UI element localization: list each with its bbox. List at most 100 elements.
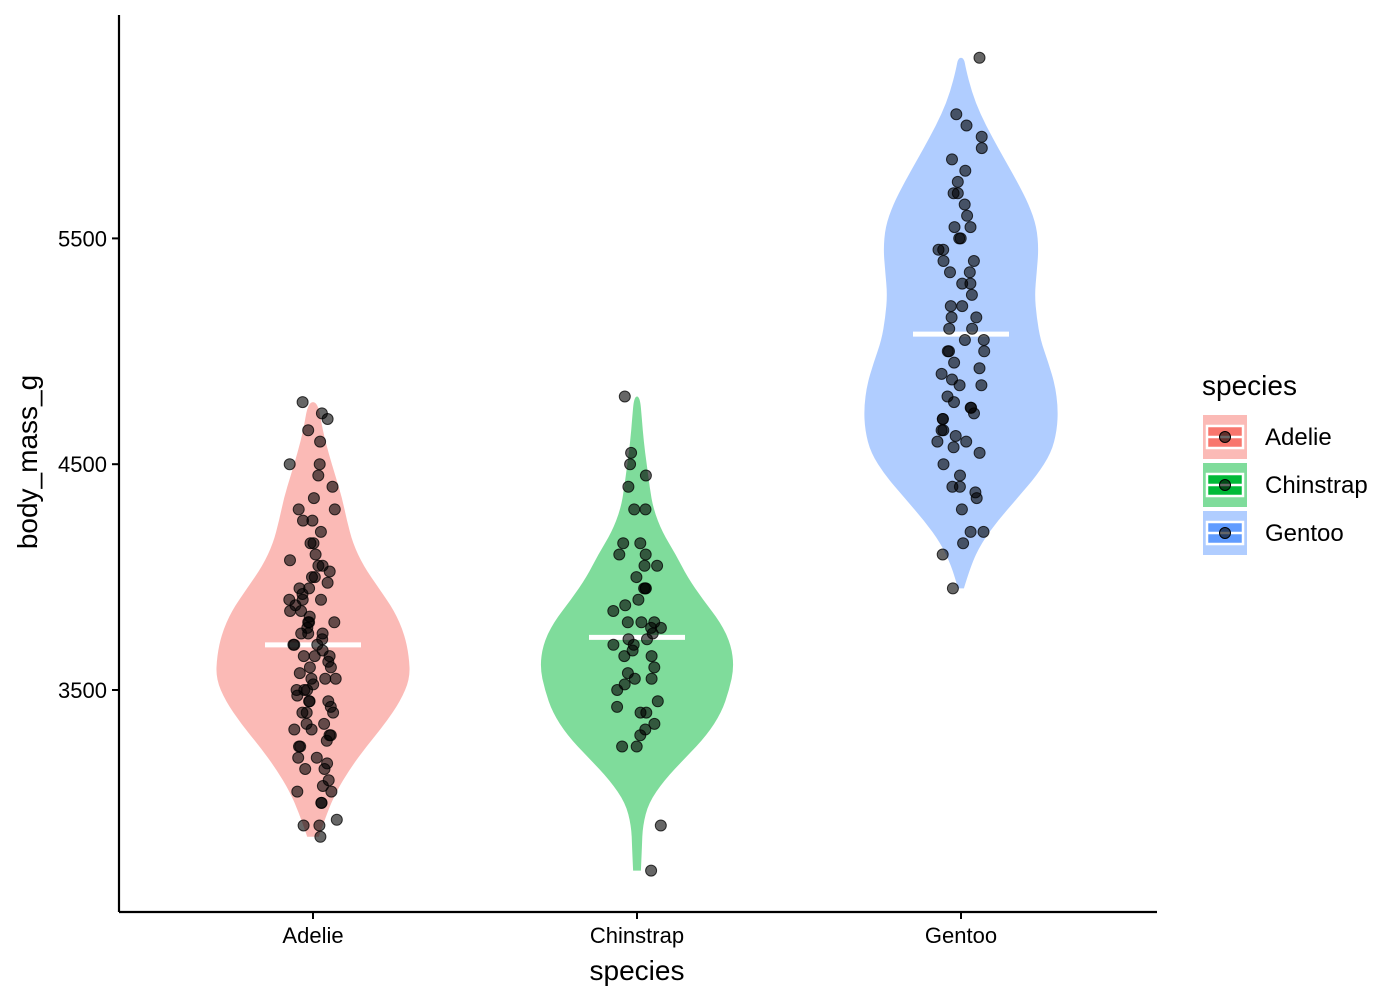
legend-key-point-chinstrap xyxy=(1219,479,1231,491)
data-point-adelie xyxy=(299,763,312,775)
data-point-adelie xyxy=(307,492,320,505)
data-point-adelie xyxy=(315,796,328,809)
legend-label-gentoo: Gentoo xyxy=(1265,520,1344,547)
y-tick-label: 4500 xyxy=(58,452,107,477)
data-point-gentoo xyxy=(975,130,988,143)
data-point-adelie xyxy=(292,751,305,764)
legend-key-point-gentoo xyxy=(1219,527,1231,539)
data-point-adelie xyxy=(328,503,341,516)
data-point-adelie xyxy=(313,458,326,471)
data-point-adelie xyxy=(292,503,305,516)
data-point-adelie xyxy=(300,706,313,719)
data-point-chinstrap xyxy=(648,717,661,730)
data-point-gentoo xyxy=(959,164,972,177)
data-point-chinstrap xyxy=(640,706,653,719)
data-point-chinstrap xyxy=(651,559,664,572)
data-point-gentoo xyxy=(960,119,973,132)
data-point-chinstrap xyxy=(648,661,661,674)
data-point-gentoo xyxy=(953,480,966,493)
data-point-chinstrap xyxy=(611,700,624,713)
legend-label-adelie: Adelie xyxy=(1265,424,1332,451)
data-point-gentoo xyxy=(937,458,950,471)
data-point-adelie xyxy=(310,751,323,764)
legend-key-point-adelie xyxy=(1219,431,1231,443)
data-point-chinstrap xyxy=(607,638,620,651)
data-point-chinstrap xyxy=(630,740,643,753)
data-point-adelie xyxy=(307,537,320,550)
data-point-adelie xyxy=(303,695,316,708)
data-point-chinstrap xyxy=(618,678,631,691)
data-point-adelie xyxy=(325,785,338,798)
legend-title: species xyxy=(1202,370,1297,401)
data-point-gentoo xyxy=(944,300,957,313)
data-point-adelie xyxy=(313,819,326,832)
data-point-chinstrap xyxy=(651,695,664,708)
data-point-gentoo xyxy=(937,255,950,267)
data-point-chinstrap xyxy=(645,864,658,877)
data-point-chinstrap xyxy=(618,390,631,403)
data-point-gentoo xyxy=(948,356,961,369)
data-point-chinstrap xyxy=(639,723,652,736)
data-point-adelie xyxy=(316,559,329,572)
data-point-adelie xyxy=(284,554,296,567)
axes-layer: 3500 4500 5500 Adelie Chinstrap Gentoo xyxy=(58,15,1157,948)
data-point-adelie xyxy=(303,610,316,623)
data-point-adelie xyxy=(328,616,341,629)
data-point-gentoo xyxy=(957,537,970,550)
x-tick-label: Adelie xyxy=(282,923,343,948)
violin-gentoo xyxy=(864,57,1058,589)
data-point-chinstrap xyxy=(654,819,667,832)
data-point-gentoo xyxy=(973,51,986,64)
data-point-gentoo xyxy=(964,221,977,234)
data-point-adelie xyxy=(297,819,310,832)
data-point-gentoo xyxy=(958,198,971,211)
data-point-adelie xyxy=(306,514,319,527)
data-point-gentoo xyxy=(948,221,961,234)
data-point-adelie xyxy=(314,830,327,843)
data-point-gentoo xyxy=(951,175,964,188)
y-tick-label: 3500 xyxy=(58,678,107,703)
data-point-gentoo xyxy=(967,255,980,267)
data-point-gentoo xyxy=(945,311,958,324)
data-point-gentoo xyxy=(943,345,955,358)
legend-label-chinstrap: Chinstrap xyxy=(1265,472,1368,499)
data-point-gentoo xyxy=(956,300,969,313)
data-point-adelie xyxy=(318,717,331,730)
data-point-chinstrap xyxy=(618,650,631,663)
legend: species Adelie Chinstrap Gentoo xyxy=(1202,370,1368,555)
data-point-gentoo xyxy=(943,322,956,335)
data-point-gentoo xyxy=(944,266,956,279)
data-point-adelie xyxy=(287,638,300,651)
data-point-gentoo xyxy=(936,548,949,561)
data-point-chinstrap xyxy=(645,650,658,663)
data-point-adelie xyxy=(283,593,296,606)
data-point-adelie xyxy=(297,650,310,663)
data-point-chinstrap xyxy=(622,480,635,493)
data-point-gentoo xyxy=(970,311,983,324)
data-point-gentoo xyxy=(964,277,977,290)
data-point-adelie xyxy=(316,627,329,640)
data-point-gentoo xyxy=(954,469,966,482)
y-axis-title: body_mass_g xyxy=(12,375,43,549)
x-axis-title: species xyxy=(590,955,685,986)
data-point-adelie xyxy=(288,723,301,736)
data-point-adelie xyxy=(293,740,305,753)
data-point-adelie xyxy=(291,785,304,798)
data-point-chinstrap xyxy=(638,559,651,572)
data-point-gentoo xyxy=(958,334,971,346)
data-point-adelie xyxy=(322,695,335,708)
data-point-gentoo xyxy=(946,373,958,386)
data-point-chinstrap xyxy=(634,537,647,550)
data-point-gentoo xyxy=(977,334,990,346)
data-point-adelie xyxy=(305,672,318,685)
data-point-gentoo xyxy=(955,503,968,516)
data-point-adelie xyxy=(321,576,334,589)
data-point-chinstrap xyxy=(635,616,648,629)
data-point-gentoo xyxy=(949,430,962,442)
data-point-adelie xyxy=(303,661,316,674)
data-point-adelie xyxy=(293,582,306,595)
y-tick-label: 5500 xyxy=(58,226,107,251)
data-point-adelie xyxy=(283,458,296,471)
data-point-gentoo xyxy=(936,413,949,425)
